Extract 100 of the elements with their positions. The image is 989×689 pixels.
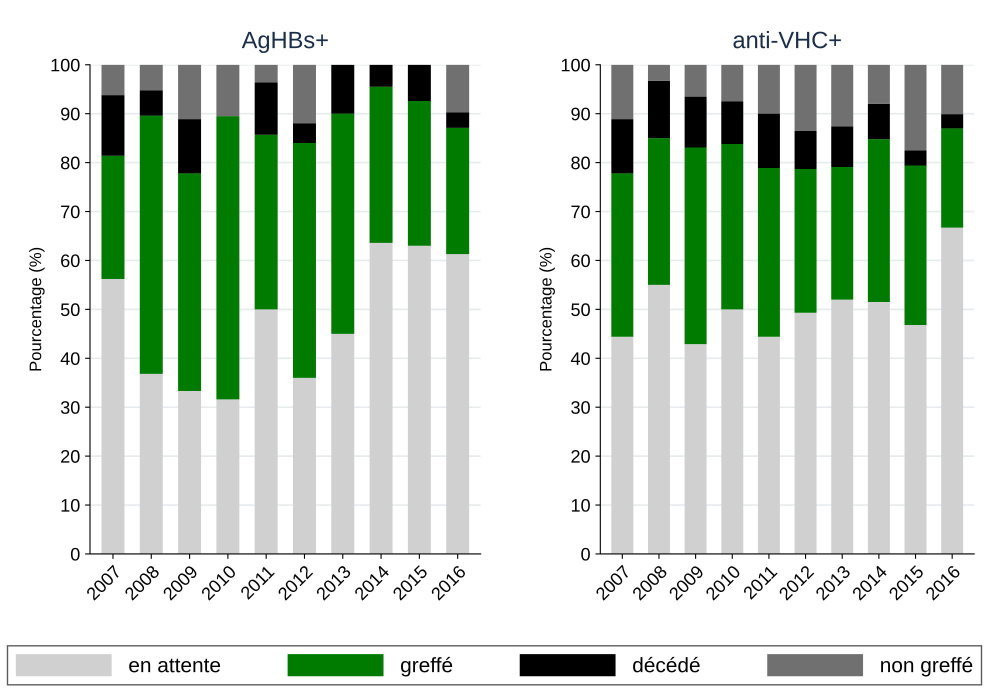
bar xyxy=(758,336,780,554)
bar xyxy=(101,156,124,280)
bar xyxy=(331,64,354,114)
bar xyxy=(101,95,124,156)
bar xyxy=(292,378,316,554)
bar xyxy=(216,64,240,116)
bar xyxy=(721,309,744,554)
y-tick-label: 60 xyxy=(571,254,590,268)
y-tick-label: 10 xyxy=(572,498,590,512)
y-tick-label: 80 xyxy=(571,156,590,170)
bar xyxy=(904,325,927,554)
y-tick-label: 90 xyxy=(571,108,590,120)
bar xyxy=(868,64,890,104)
bar xyxy=(254,309,278,554)
bar xyxy=(140,374,163,554)
y-axis-title: Pourcentage (%) xyxy=(539,248,555,371)
y-tick-label: 30 xyxy=(60,401,80,414)
bar xyxy=(370,86,393,243)
y-tick-label: 0 xyxy=(70,548,80,561)
y-tick-label: 40 xyxy=(60,352,80,365)
bar xyxy=(794,64,817,131)
bar xyxy=(254,134,278,310)
y-tick-label: 20 xyxy=(61,450,80,463)
y-tick-label: 50 xyxy=(571,303,590,316)
legend-label: en attente xyxy=(129,658,220,672)
bar xyxy=(794,312,817,554)
bar xyxy=(721,144,744,310)
bar xyxy=(408,246,431,554)
bar xyxy=(611,336,634,554)
y-tick-label: 30 xyxy=(571,401,590,414)
bar xyxy=(904,166,927,326)
legend-label: non greffé xyxy=(881,656,972,676)
bar xyxy=(331,114,354,334)
bar xyxy=(292,143,316,378)
bar xyxy=(178,173,202,392)
bar xyxy=(446,64,470,112)
bar xyxy=(370,242,393,554)
bar xyxy=(292,64,316,124)
bar xyxy=(648,138,670,285)
bar xyxy=(868,104,890,140)
bar xyxy=(941,114,964,128)
bar xyxy=(758,168,780,337)
y-tick-label: 60 xyxy=(61,254,80,268)
y-tick-label: 40 xyxy=(570,352,590,365)
bar xyxy=(868,302,890,554)
bar xyxy=(904,64,927,150)
y-tick-label: 70 xyxy=(571,205,590,218)
bar xyxy=(721,64,744,102)
chart-title: anti-VHC+ xyxy=(733,30,841,48)
bar xyxy=(611,64,634,120)
bar xyxy=(941,64,964,114)
bar xyxy=(140,64,163,90)
bar xyxy=(794,130,817,169)
bar xyxy=(370,64,393,87)
bar xyxy=(941,228,964,554)
bar xyxy=(101,64,124,96)
y-axis-title: Pourcentage (%) xyxy=(29,248,45,371)
y-tick-label: 80 xyxy=(60,156,80,170)
bar xyxy=(446,128,470,254)
bar xyxy=(831,64,854,126)
bar xyxy=(101,279,124,554)
bar xyxy=(868,139,890,302)
legend-label: décédé xyxy=(633,656,700,672)
bar xyxy=(831,167,854,300)
y-tick-label: 70 xyxy=(61,205,80,218)
bar xyxy=(140,116,163,374)
bar xyxy=(648,64,670,81)
bar xyxy=(831,300,854,554)
bar xyxy=(331,334,354,554)
y-tick-label: 10 xyxy=(62,498,80,512)
bar xyxy=(831,126,854,168)
bar xyxy=(684,64,707,97)
bar xyxy=(178,391,202,554)
bar xyxy=(140,90,163,116)
bar xyxy=(408,100,431,246)
y-tick-label: 90 xyxy=(61,108,80,120)
y-tick-label: 20 xyxy=(571,450,590,463)
chart-title: AgHBs+ xyxy=(242,32,328,53)
bar xyxy=(611,119,634,174)
bar xyxy=(721,101,744,144)
bar xyxy=(941,128,964,228)
bar xyxy=(178,119,202,174)
bar xyxy=(648,284,670,554)
legend-label: greffé xyxy=(401,656,452,676)
bar xyxy=(758,64,780,114)
bar xyxy=(216,399,240,554)
bar xyxy=(408,64,431,101)
bar xyxy=(254,82,278,135)
bar xyxy=(684,147,707,344)
bar xyxy=(794,168,817,313)
bar xyxy=(446,112,470,128)
bar xyxy=(446,254,470,554)
y-tick-label: 100 xyxy=(52,58,80,72)
y-tick-label: 0 xyxy=(581,548,590,561)
bar xyxy=(216,116,240,400)
bar xyxy=(254,64,278,82)
bar xyxy=(611,173,634,337)
y-tick-label: 50 xyxy=(60,303,80,316)
y-tick-label: 100 xyxy=(562,58,590,72)
bar xyxy=(178,64,202,120)
